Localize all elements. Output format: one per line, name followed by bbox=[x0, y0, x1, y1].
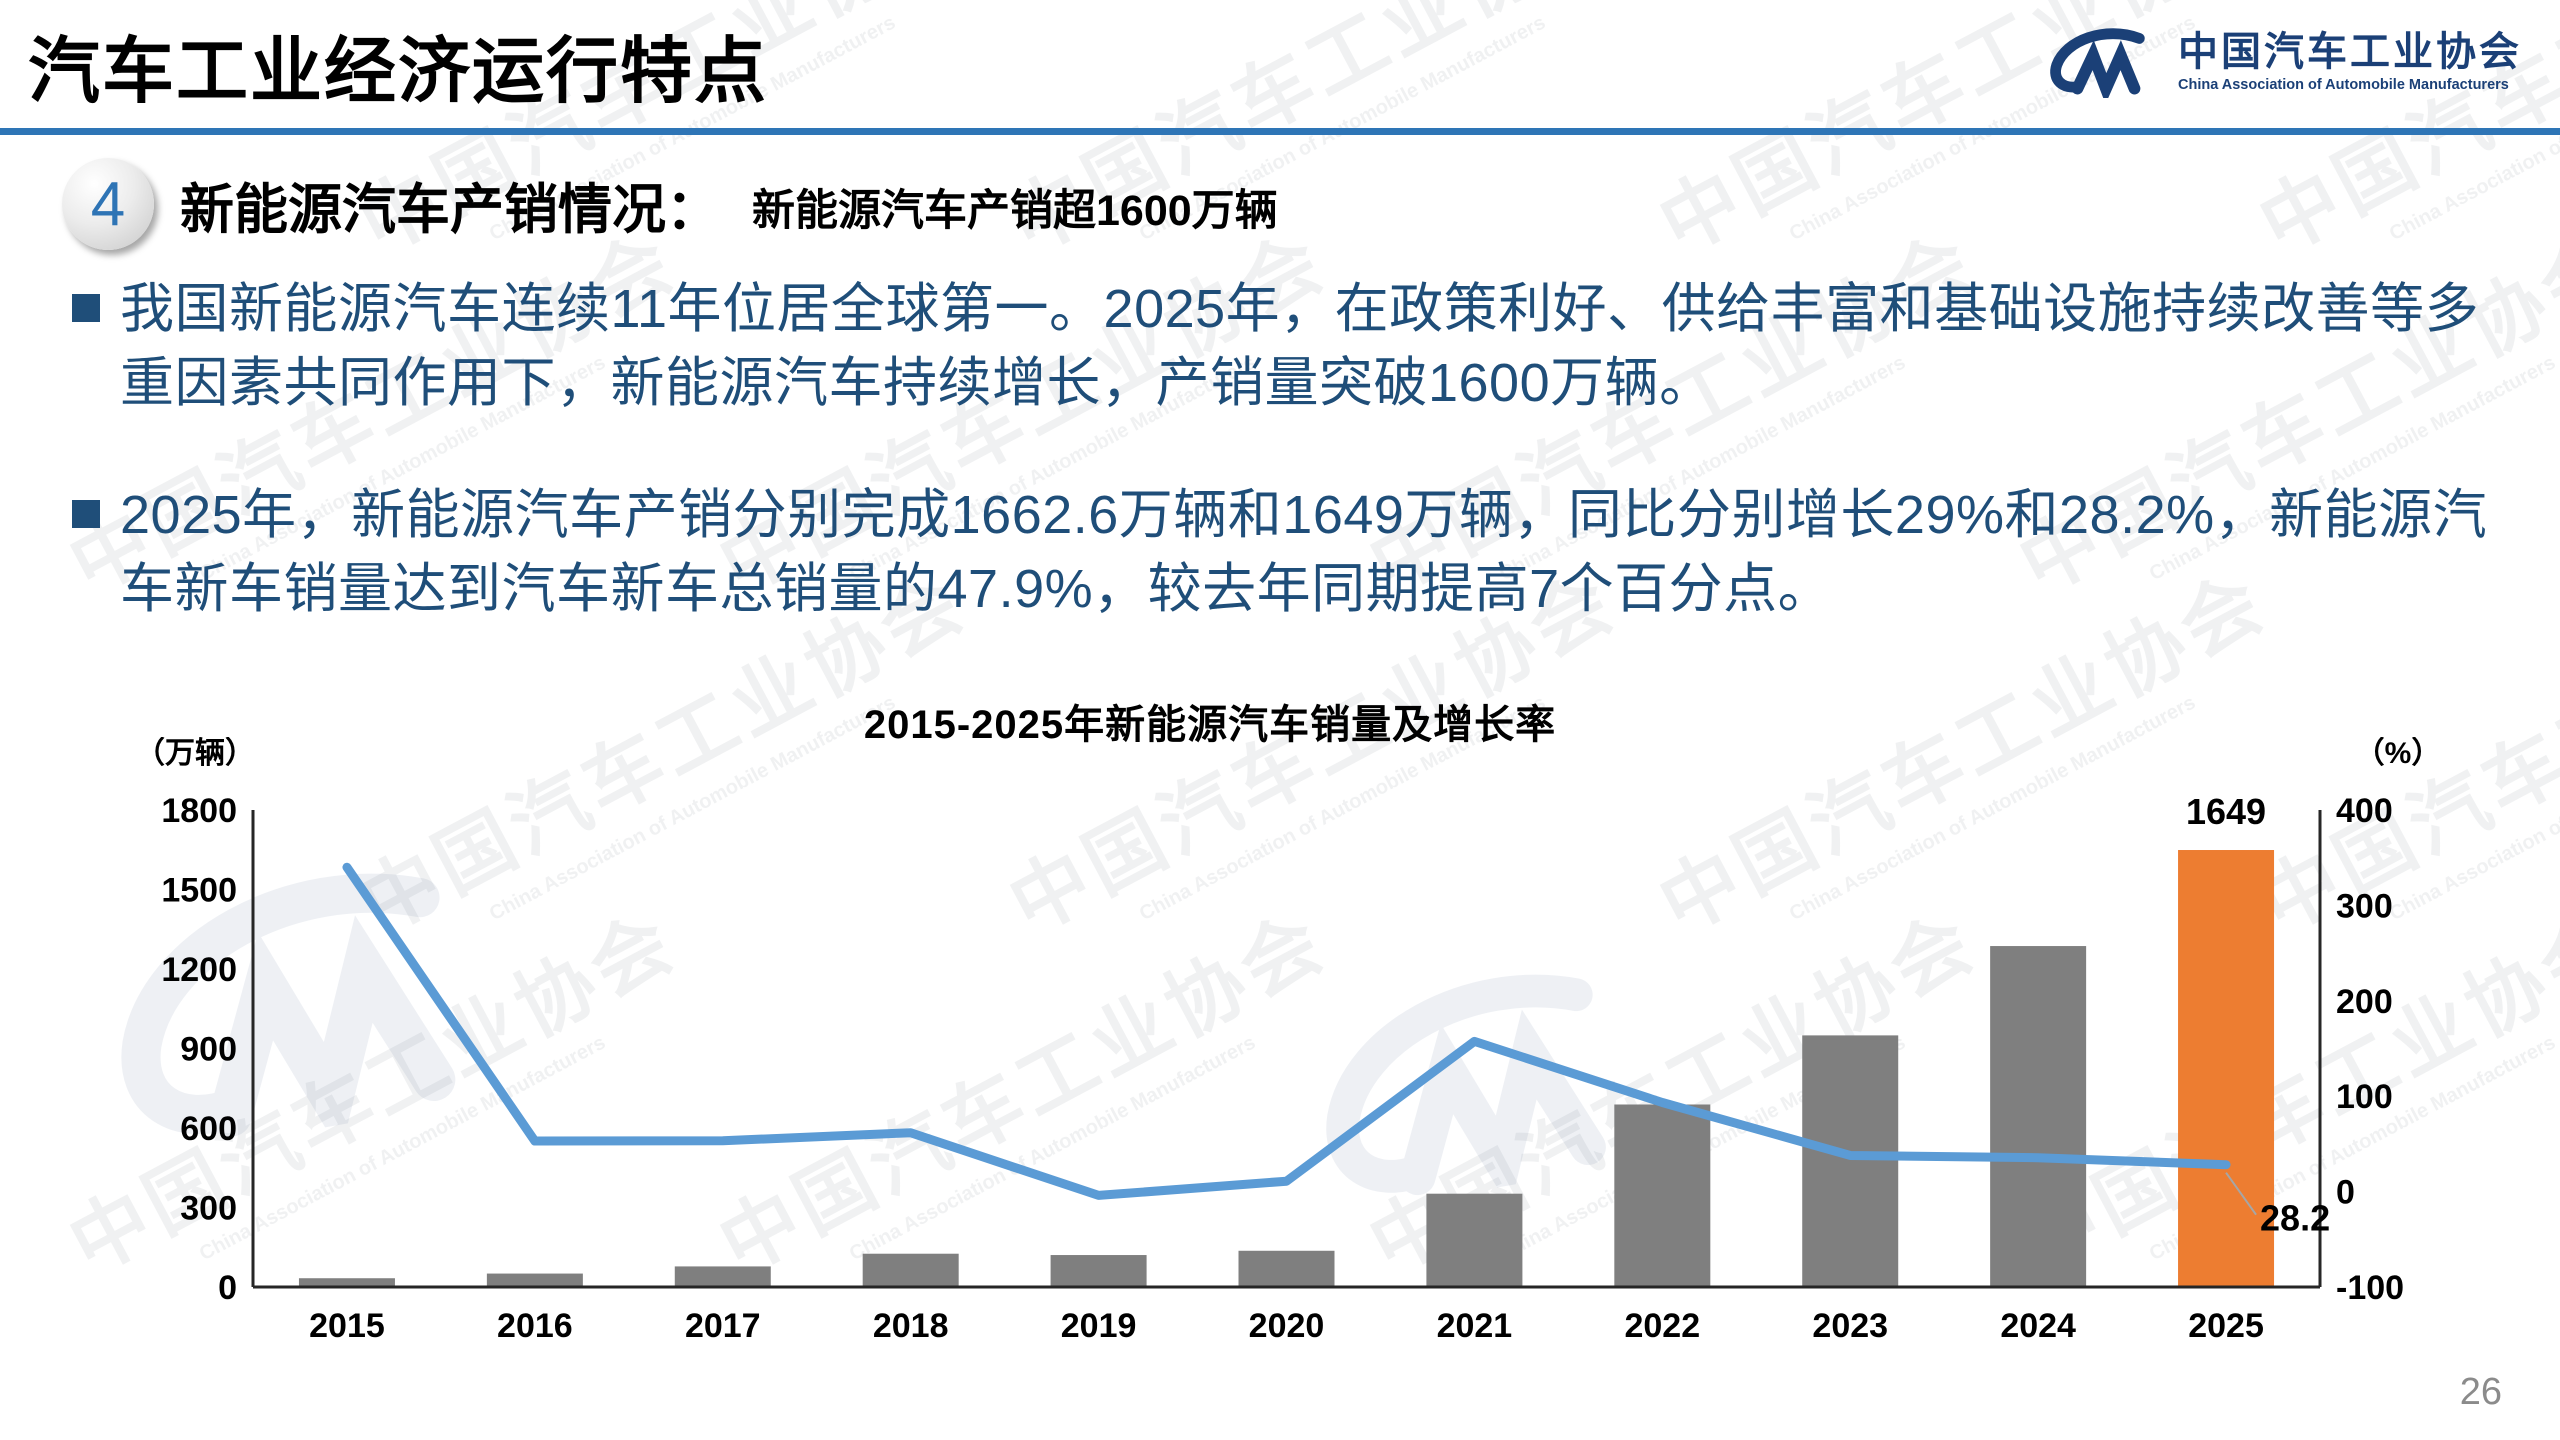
bullet-square-icon bbox=[72, 294, 100, 322]
right-axis-unit-label: （%） bbox=[2355, 737, 2442, 770]
bar-2019 bbox=[1050, 1255, 1147, 1287]
section-heading: 4 新能源汽车产销情况： 新能源汽车产销超1600万辆 bbox=[62, 158, 1278, 250]
growth-rate-line bbox=[342, 862, 2231, 1200]
chart-plot-area: （万辆） （%） 1800 1500 1200 900 600 300 0 400 300 200 10… bbox=[135, 737, 2442, 1345]
right-tick-label: 100 bbox=[2336, 1078, 2393, 1116]
x-category-label: 2024 bbox=[2000, 1307, 2076, 1345]
right-tick-label: -100 bbox=[2336, 1269, 2404, 1307]
bar-2023 bbox=[1802, 1035, 1899, 1287]
x-category-label: 2017 bbox=[685, 1307, 761, 1345]
bar-2015 bbox=[298, 1278, 395, 1287]
bullet-item-1: 我国新能源汽车连续11年位居全球第一。2025年，在政策利好、供给丰富和基础设施… bbox=[72, 272, 2518, 420]
left-tick-label: 900 bbox=[180, 1031, 237, 1069]
bar-value-label: 1649 bbox=[2186, 791, 2266, 832]
bullet-square-icon bbox=[72, 500, 100, 528]
bar-2017 bbox=[674, 1266, 771, 1287]
bar-2022 bbox=[1614, 1104, 1711, 1287]
bar-2020 bbox=[1238, 1250, 1335, 1287]
right-tick-label: 0 bbox=[2336, 1174, 2355, 1212]
chart-title: 2015-2025年新能源汽车销量及增长率 bbox=[863, 703, 1557, 747]
x-category-label: 2025 bbox=[2188, 1307, 2264, 1345]
right-tick-label: 300 bbox=[2336, 887, 2393, 925]
bullet-text-2: 2025年，新能源汽车产销分别完成1662.6万辆和1649万辆，同比分别增长2… bbox=[120, 485, 2488, 619]
right-tick-label: 400 bbox=[2336, 792, 2393, 830]
x-category-label: 2015 bbox=[309, 1307, 385, 1345]
right-tick-label: 200 bbox=[2336, 983, 2393, 1021]
section-number: 4 bbox=[90, 169, 126, 239]
caam-logo-text: 中国汽车工业协会 China Association of Automobile… bbox=[2178, 30, 2522, 94]
line-label-leader bbox=[2225, 1172, 2257, 1216]
left-tick-label: 1500 bbox=[161, 872, 237, 910]
left-tick-label: 1800 bbox=[161, 792, 237, 830]
caam-logo-cn: 中国汽车工业协会 bbox=[2178, 30, 2522, 75]
x-category-label: 2020 bbox=[1249, 1307, 1325, 1345]
section-heading-sub: 新能源汽车产销超1600万辆 bbox=[752, 187, 1278, 235]
header-divider bbox=[0, 128, 2560, 135]
x-category-label: 2023 bbox=[1812, 1307, 1888, 1345]
bar-2018 bbox=[862, 1253, 959, 1287]
x-category-label: 2016 bbox=[497, 1307, 573, 1345]
left-axis-unit-label: （万辆） bbox=[135, 737, 255, 770]
left-tick-label: 0 bbox=[218, 1269, 237, 1307]
x-category-label: 2022 bbox=[1624, 1307, 1700, 1345]
section-heading-main: 新能源汽车产销情况： bbox=[180, 179, 720, 240]
slide-title: 汽车工业经济运行特点 bbox=[28, 32, 769, 112]
bullet-item-2: 2025年，新能源汽车产销分别完成1662.6万辆和1649万辆，同比分别增长2… bbox=[72, 478, 2518, 626]
bar-2025 bbox=[2178, 850, 2275, 1287]
bullet-text-1: 我国新能源汽车连续11年位居全球第一。2025年，在政策利好、供给丰富和基础设施… bbox=[120, 279, 2480, 413]
line-value-label: 28.2 bbox=[2260, 1198, 2330, 1239]
x-category-label: 2019 bbox=[1061, 1307, 1137, 1345]
x-category-label: 2018 bbox=[873, 1307, 949, 1345]
left-tick-label: 300 bbox=[180, 1190, 237, 1228]
caam-logo-en: China Association of Automobile Manufact… bbox=[2178, 77, 2509, 94]
sales-growth-chart: 2015-2025年新能源汽车销量及增长率 （万辆） （%） 1800 1500 120… bbox=[105, 692, 2455, 1352]
bar-2016 bbox=[486, 1273, 583, 1287]
section-number-badge: 4 bbox=[62, 158, 154, 250]
left-tick-label: 1200 bbox=[161, 951, 237, 989]
left-tick-label: 600 bbox=[180, 1110, 237, 1148]
caam-logo-icon bbox=[2050, 28, 2145, 98]
x-category-label: 2021 bbox=[1437, 1307, 1513, 1345]
bar-2024 bbox=[1990, 946, 2087, 1287]
bar-2021 bbox=[1426, 1193, 1523, 1287]
caam-logo: 中国汽车工业协会 China Association of Automobile… bbox=[2044, 26, 2522, 98]
page-number: 26 bbox=[2459, 1371, 2502, 1413]
